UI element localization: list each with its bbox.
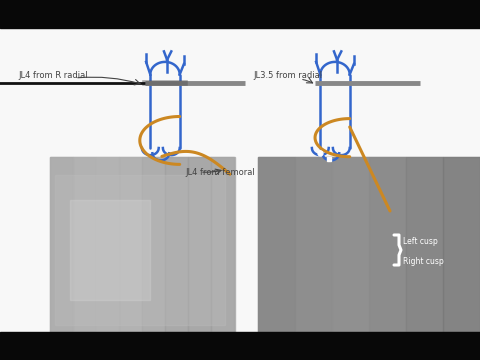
Bar	[73, 157, 96, 332]
Bar	[258, 157, 295, 332]
Bar	[0, 28, 480, 332]
Bar	[50, 157, 235, 332]
Bar	[119, 157, 142, 332]
Text: Left cusp: Left cusp	[403, 238, 438, 247]
Bar	[332, 157, 369, 332]
Bar	[443, 157, 480, 332]
Bar	[188, 157, 211, 332]
Bar	[50, 157, 73, 332]
Text: JL4 from femoral: JL4 from femoral	[185, 168, 255, 177]
Bar	[295, 157, 332, 332]
Bar	[142, 157, 165, 332]
Bar	[96, 157, 119, 332]
Text: JL4 from R radial: JL4 from R radial	[18, 71, 88, 80]
Bar	[211, 157, 234, 332]
Bar	[70, 200, 150, 300]
Bar	[0, 332, 480, 360]
Bar	[258, 157, 480, 332]
Bar	[369, 157, 406, 332]
Bar	[0, 0, 480, 28]
Text: Right cusp: Right cusp	[403, 257, 444, 266]
Bar	[55, 175, 225, 325]
Bar	[406, 157, 443, 332]
Bar	[165, 157, 188, 332]
Text: JL3.5 from radial: JL3.5 from radial	[253, 71, 322, 80]
